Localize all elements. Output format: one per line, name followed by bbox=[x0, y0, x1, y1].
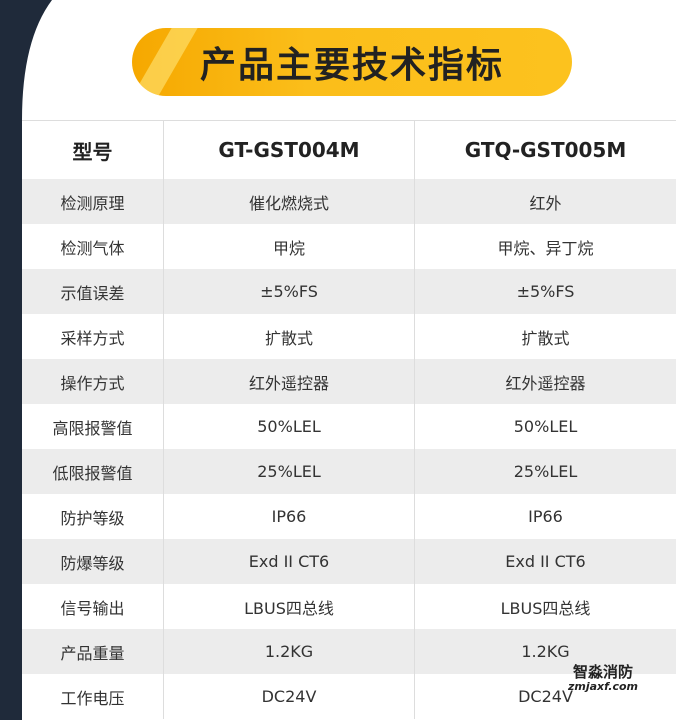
table-row: 检测气体 甲烷 甲烷、异丁烷 bbox=[22, 224, 676, 269]
table-row: 工作电压 DC24V DC24V bbox=[22, 674, 676, 719]
table-cell: Exd II CT6 bbox=[163, 539, 415, 584]
table-cell: 工作电压 bbox=[60, 688, 125, 708]
table-row: 检测原理 催化燃烧式 红外 bbox=[22, 179, 676, 224]
header-row: 型号 GT-GST004M GTQ-GST005M bbox=[22, 120, 676, 179]
table-cell: IP66 bbox=[163, 494, 415, 539]
table-cell: 检测原理 bbox=[60, 193, 125, 213]
table-cell: 25%LEL bbox=[513, 462, 578, 481]
spec-table: 型号 GT-GST004M GTQ-GST005M 检测原理 催化燃烧式 红外检测气体 甲烷… bbox=[22, 120, 676, 719]
table-cell: 采样方式 bbox=[60, 328, 125, 348]
table-cell: IP66 bbox=[528, 507, 563, 526]
table-cell: 50%LEL bbox=[163, 404, 415, 449]
table-cell: 高限报警值 bbox=[52, 418, 133, 438]
table-cell: 操作方式 bbox=[60, 373, 125, 393]
table-cell: DC24V bbox=[163, 674, 415, 719]
watermark-name: 智淼消防 bbox=[572, 663, 633, 681]
table-cell: LBUS四总线 bbox=[163, 584, 415, 629]
table-cell: 示值误差 bbox=[60, 283, 125, 303]
table-row: 防护等级 IP66 IP66 bbox=[22, 494, 676, 539]
table-cell: 甲烷、异丁烷 bbox=[497, 238, 594, 258]
table-row: 信号输出 LBUS四总线 LBUS四总线 bbox=[22, 584, 676, 629]
title-banner: 产品主要技术指标 bbox=[132, 28, 572, 96]
table-cell: DC24V bbox=[518, 687, 573, 706]
table-row: 防爆等级 Exd II CT6 Exd II CT6 bbox=[22, 539, 676, 584]
table-cell: 产品重量 bbox=[60, 643, 125, 663]
side-strip bbox=[0, 0, 52, 720]
table-row: 示值误差 ±5%FS ±5%FS bbox=[22, 269, 676, 314]
table-row: 高限报警值 50%LEL 50%LEL bbox=[22, 404, 676, 449]
table-cell: ±5%FS bbox=[163, 269, 415, 314]
table-cell: 甲烷 bbox=[163, 224, 415, 269]
table-cell: 1.2KG bbox=[163, 629, 415, 674]
table-row: 产品重量 1.2KG 1.2KG bbox=[22, 629, 676, 674]
table-cell: 防爆等级 bbox=[60, 553, 125, 573]
header-cell: GT-GST004M bbox=[163, 121, 415, 179]
table-cell: 催化燃烧式 bbox=[163, 179, 415, 224]
title: 产品主要技术指标 bbox=[199, 45, 504, 86]
table-cell: 防护等级 bbox=[60, 508, 125, 528]
table-cell: 50%LEL bbox=[513, 417, 578, 436]
table-cell: 低限报警值 bbox=[52, 463, 133, 483]
table-row: 低限报警值 25%LEL 25%LEL bbox=[22, 449, 676, 494]
table-cell: Exd II CT6 bbox=[505, 552, 586, 571]
table-cell: 扩散式 bbox=[521, 328, 570, 348]
table-row: 操作方式 红外遥控器 红外遥控器 bbox=[22, 359, 676, 404]
watermark-url: zmjaxf.com bbox=[567, 679, 639, 693]
header-cell: 型号 bbox=[72, 139, 113, 164]
table-cell: LBUS四总线 bbox=[500, 598, 591, 618]
table-cell: 扩散式 bbox=[163, 314, 415, 359]
table-cell: 1.2KG bbox=[521, 642, 570, 661]
header-cell: GTQ-GST005M bbox=[464, 138, 627, 162]
table-cell: 红外 bbox=[529, 193, 562, 213]
table-cell: 25%LEL bbox=[163, 449, 415, 494]
table-cell: 红外遥控器 bbox=[163, 359, 415, 404]
table-row: 采样方式 扩散式 扩散式 bbox=[22, 314, 676, 359]
table-cell: 红外遥控器 bbox=[505, 373, 586, 393]
table-cell: 信号输出 bbox=[60, 598, 125, 618]
table-cell: ±5%FS bbox=[516, 282, 575, 301]
table-cell: 检测气体 bbox=[60, 238, 125, 258]
watermark: 智淼消防 zmjaxf.com bbox=[548, 664, 658, 693]
